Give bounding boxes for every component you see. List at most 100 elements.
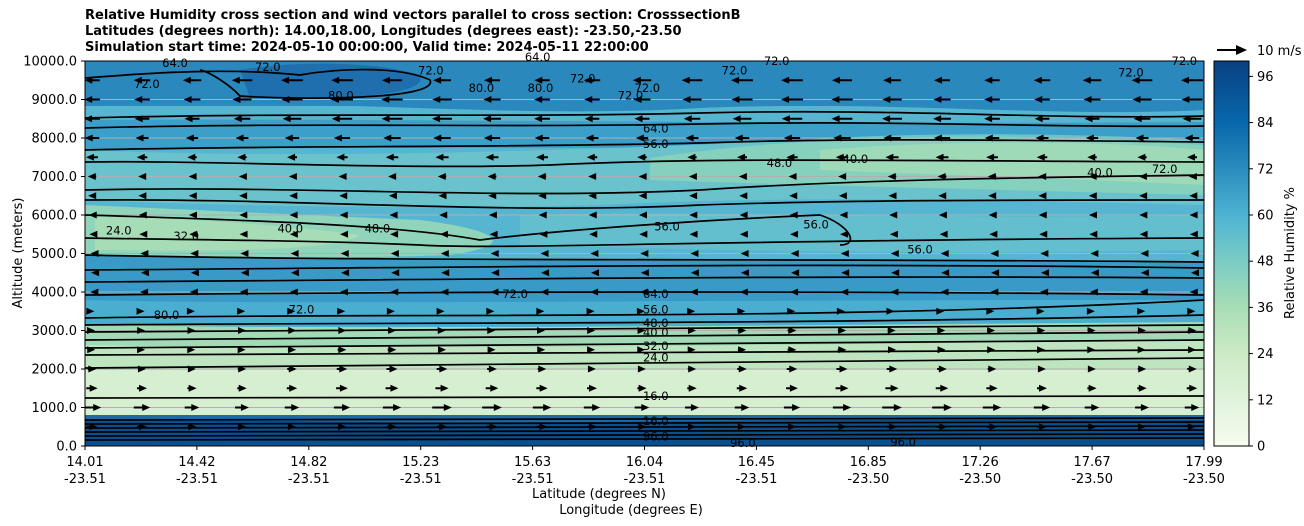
wind-arrow — [1088, 211, 1097, 219]
wind-arrow — [341, 269, 350, 277]
x-tick-label-lat: 14.82 — [290, 455, 327, 470]
contour-label: 64.0 — [643, 287, 669, 301]
x-tick-label-lat: 17.99 — [1185, 455, 1222, 470]
wind-arrow — [1090, 250, 1099, 257]
colorbar-tick-label: 48 — [1257, 255, 1274, 270]
contour-label-text: 72.0 — [722, 64, 748, 78]
wind-arrow — [190, 269, 199, 277]
wind-arrow — [386, 365, 398, 373]
wind-arrow — [640, 250, 649, 257]
contour-label-text: 72.0 — [1118, 66, 1144, 80]
wind-arrow — [490, 288, 499, 296]
wind-arrow — [787, 423, 797, 431]
wind-arrow — [536, 423, 548, 431]
wind-arrow — [189, 230, 198, 238]
wind-arrow — [87, 346, 96, 354]
wind-arrow — [536, 384, 548, 392]
wind-arrow — [289, 288, 298, 296]
wind-arrow — [1189, 288, 1198, 296]
wind-arrow — [1184, 404, 1200, 411]
wind-arrow — [340, 288, 349, 296]
wind-arrow — [685, 134, 699, 142]
wind-arrow — [987, 346, 996, 354]
contour-label: 56.0 — [643, 137, 669, 151]
contour-label: 96.0 — [643, 429, 669, 443]
wind-arrow — [390, 230, 399, 238]
wind-arrow — [339, 211, 348, 219]
wind-arrow — [239, 230, 248, 238]
wind-arrow — [1138, 173, 1147, 180]
wind-arrow — [290, 250, 299, 257]
wind-arrow — [534, 96, 550, 103]
wind-arrow — [1037, 365, 1046, 373]
wind-arrow — [840, 250, 849, 257]
wind-arrow — [738, 173, 747, 180]
wind-arrow — [432, 96, 452, 103]
contour-label: 72.0 — [502, 287, 528, 301]
wind-arrow — [1087, 153, 1097, 161]
wind-arrow — [890, 288, 899, 296]
wind-arrow — [281, 96, 303, 103]
wind-arrow — [1132, 96, 1152, 103]
wind-arrow — [483, 115, 501, 123]
wind-arrow — [786, 384, 798, 392]
wind-arrow — [839, 211, 848, 219]
wind-arrow — [835, 384, 849, 392]
wind-arrow — [441, 269, 450, 277]
x-tick-label-lon: -23.51 — [288, 472, 330, 487]
wind-arrow — [331, 96, 353, 103]
wind-arrow — [1040, 288, 1049, 296]
wind-arrow — [885, 153, 899, 161]
contour-label: 96.0 — [890, 435, 916, 449]
wind-arrow — [333, 404, 351, 411]
wind-arrow — [86, 384, 98, 392]
wind-arrow — [1087, 365, 1096, 373]
wind-arrow — [689, 288, 698, 296]
wind-arrow — [1133, 115, 1151, 123]
wind-arrow — [732, 115, 752, 123]
wind-arrow — [435, 153, 449, 161]
wind-arrow — [887, 346, 897, 354]
wind-arrow — [1139, 211, 1148, 219]
contour-label-text: 24.0 — [106, 223, 132, 237]
wind-arrow — [882, 96, 902, 103]
contour-label: 48.0 — [767, 156, 793, 170]
wind-key-label: 10 m/s — [1257, 44, 1302, 59]
wind-arrow — [1084, 404, 1100, 411]
wind-arrow — [1187, 365, 1197, 373]
wind-arrow — [89, 230, 98, 238]
wind-arrow — [1187, 346, 1197, 354]
wind-arrow — [136, 384, 148, 392]
wind-arrow — [391, 269, 400, 277]
wind-arrow — [190, 250, 199, 257]
contour-label-text: 56.0 — [643, 137, 669, 151]
wind-arrow — [637, 365, 646, 373]
wind-arrow — [536, 307, 545, 315]
contour-label-text: 72.0 — [1152, 162, 1178, 176]
wind-arrow — [91, 269, 100, 277]
contour-label: 72.0 — [570, 71, 596, 85]
contour-label-text: 72.0 — [502, 287, 528, 301]
wind-arrow — [638, 211, 647, 219]
wind-arrow — [734, 134, 750, 142]
x-axis-label-latitude: Latitude (degrees N) — [532, 487, 666, 502]
wind-arrow — [637, 423, 647, 431]
wind-arrow — [1137, 423, 1146, 431]
contour-label: 72.0 — [618, 89, 644, 103]
contour-label-text: 56.0 — [803, 218, 829, 232]
wind-arrow — [1087, 384, 1097, 392]
wind-arrow — [390, 250, 399, 257]
wind-vectors — [85, 76, 1203, 431]
wind-arrow — [336, 384, 348, 392]
wind-arrow — [437, 327, 446, 334]
chart-title-line-3: Simulation start time: 2024-05-10 00:00:… — [85, 40, 649, 55]
contour-label: 16.0 — [643, 389, 669, 403]
wind-arrow — [488, 192, 497, 200]
wind-arrow — [586, 153, 598, 161]
wind-arrow — [187, 365, 196, 373]
wind-arrow — [787, 346, 797, 354]
wind-arrow — [1087, 346, 1096, 354]
wind-arrow — [984, 76, 1000, 84]
contour-label-text: 72.0 — [289, 302, 315, 316]
